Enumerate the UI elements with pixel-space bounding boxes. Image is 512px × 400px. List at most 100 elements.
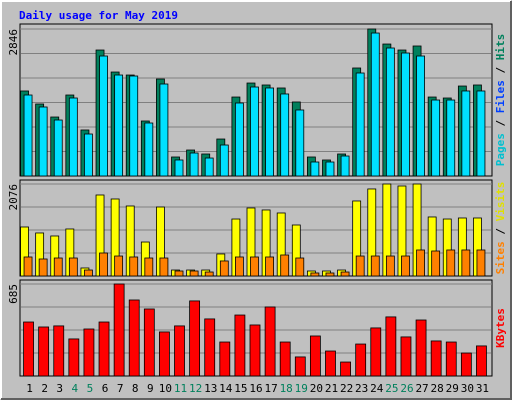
bar [279, 341, 291, 377]
bar [310, 272, 320, 277]
bar [265, 256, 274, 277]
bar [370, 327, 382, 377]
bar [235, 256, 244, 277]
bar [295, 109, 305, 177]
bar [189, 300, 201, 377]
bar [144, 257, 154, 277]
bar [295, 257, 305, 277]
bar [38, 258, 48, 277]
bar [159, 331, 170, 377]
x-tick-label: 15 [234, 382, 247, 395]
bar [23, 256, 33, 277]
x-tick-label: 17 [264, 382, 277, 395]
x-tick-label: 7 [117, 382, 124, 395]
bar [325, 350, 336, 377]
bar [84, 269, 93, 277]
bar [68, 338, 80, 377]
x-tick-label: 24 [370, 382, 384, 395]
bar [219, 144, 229, 177]
bar [265, 87, 274, 177]
legend-entry: Sites [494, 241, 507, 274]
bar [401, 255, 410, 277]
bar [250, 256, 259, 277]
y-tick-label: 2076 [7, 184, 20, 211]
bar [401, 52, 410, 177]
bar [114, 74, 124, 177]
bar [415, 319, 427, 377]
bar [53, 325, 65, 377]
bar [189, 270, 199, 277]
bar [445, 341, 457, 377]
bar [219, 260, 229, 277]
x-tick-label: 21 [325, 382, 338, 395]
bar [400, 336, 412, 377]
chart-title: Daily usage for May 2019 [19, 9, 178, 22]
bar [204, 318, 216, 377]
x-tick-label: 9 [147, 382, 154, 395]
bar [84, 133, 93, 177]
bar [99, 55, 108, 177]
x-tick-label: 4 [72, 382, 79, 395]
bar [280, 93, 290, 177]
bar [23, 321, 34, 377]
bar [98, 321, 110, 377]
bar [53, 119, 63, 177]
bar [431, 250, 441, 277]
bar [446, 99, 456, 177]
x-tick-label: 23 [355, 382, 368, 395]
bar [250, 86, 259, 177]
bar [68, 257, 78, 277]
bar [340, 155, 350, 177]
x-tick-label: 16 [249, 382, 262, 395]
bar [340, 361, 351, 377]
bar [370, 32, 380, 177]
x-tick-label: 12 [189, 382, 202, 395]
legend-entry: KBytes [494, 308, 507, 348]
legend: KBytes [494, 308, 507, 348]
x-tick-label: 27 [415, 382, 428, 395]
legend-separator: / [494, 113, 507, 133]
x-tick-label: 5 [87, 382, 94, 395]
x-tick-label: 22 [340, 382, 353, 395]
bar [385, 47, 395, 177]
legend: Pages / Files / Hits [494, 34, 507, 167]
bar [264, 306, 276, 377]
legend-entry: Files [494, 80, 507, 113]
bar [370, 255, 380, 277]
bar [385, 316, 397, 377]
bar [431, 99, 441, 177]
bar [461, 90, 471, 177]
x-tick-label: 3 [56, 382, 63, 395]
bar [53, 257, 63, 277]
x-tick-label: 13 [204, 382, 217, 395]
x-tick-label: 18 [280, 382, 293, 395]
x-tick-label: 14 [219, 382, 233, 395]
bar [355, 72, 365, 177]
x-tick-label: 29 [446, 382, 459, 395]
bar [23, 94, 33, 177]
legend: Sites / Visits [494, 182, 507, 275]
bar [174, 270, 184, 277]
bar [249, 324, 261, 377]
bar [355, 343, 367, 377]
legend-separator: / [494, 221, 507, 241]
bar [476, 345, 487, 377]
bar [235, 102, 244, 177]
x-tick-label: 28 [431, 382, 444, 395]
x-tick-label: 26 [400, 382, 413, 395]
bar [68, 97, 78, 177]
bar [294, 356, 306, 377]
x-tick-label: 19 [295, 382, 308, 395]
bar [476, 249, 486, 277]
bar [83, 328, 95, 377]
bar [174, 325, 185, 377]
bar [385, 255, 395, 277]
bar [446, 249, 456, 277]
bar [129, 75, 139, 177]
bar [144, 122, 154, 177]
bar [204, 271, 214, 277]
bar [174, 159, 184, 177]
